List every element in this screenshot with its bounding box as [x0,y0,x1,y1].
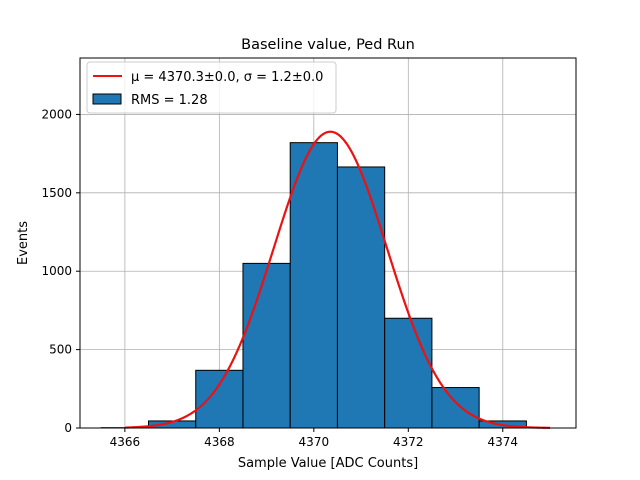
histogram-bar [431,387,480,429]
fit-curve-layer [124,130,551,429]
legend-hist-label: RMS = 1.28 [131,93,208,108]
gaussian-fit-curve [124,130,551,429]
chart-title: Baseline value, Ped Run [241,37,415,53]
histogram-bar [195,369,244,429]
histogram-bars [100,142,527,429]
y-tick-label: 1000 [41,264,72,278]
histogram-bar [336,166,386,429]
y-tick-label: 0 [64,421,72,435]
histogram-bar [384,317,433,429]
x-tick-label: 4370 [299,435,330,449]
x-tick-label: 4374 [488,435,519,449]
y-tick-label: 1500 [41,186,72,200]
plot-frame [79,57,577,429]
legend-box [86,61,337,114]
y-tick-label: 500 [49,343,72,357]
y-axis-label: Events [16,221,31,265]
x-axis-ticks: 4366 4368 4370 4372 4374 [110,428,518,449]
legend-hist-swatch [92,93,122,105]
y-axis-ticks: 0 500 1000 1500 2000 [41,107,80,435]
y-tick-label: 2000 [41,107,72,121]
x-tick-label: 4366 [110,435,141,449]
x-tick-label: 4368 [204,435,235,449]
legend-fit-label: μ = 4370.3±0.0, σ = 1.2±0.0 [131,70,323,85]
x-tick-label: 4372 [393,435,424,449]
histogram-bar [242,262,291,429]
histogram-bar [289,142,338,429]
x-axis-label: Sample Value [ADC Counts] [238,456,418,471]
legend: μ = 4370.3±0.0, σ = 1.2±0.0 RMS = 1.28 [86,61,337,114]
